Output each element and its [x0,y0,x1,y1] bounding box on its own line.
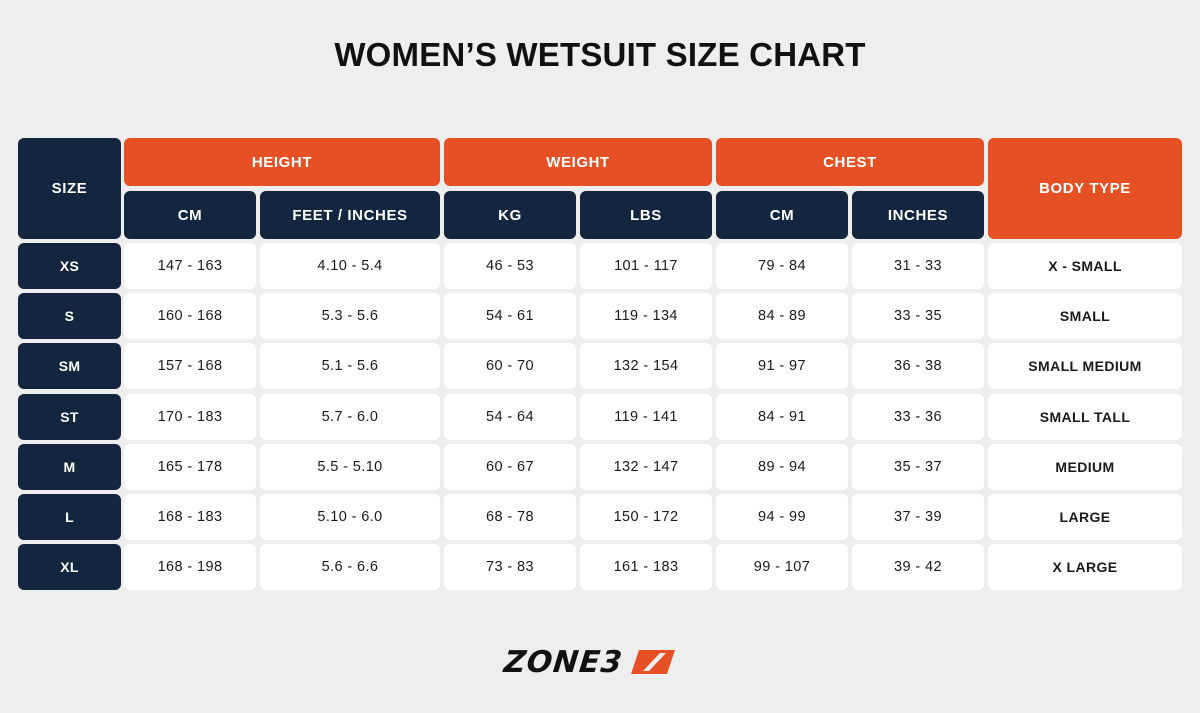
height-feet-inches-cell: 5.5 - 5.10 [260,444,440,490]
height-cm-cell: 147 - 163 [124,243,256,289]
header-size: SIZE [18,138,121,239]
logo-slash-icon [630,650,675,674]
chest-inches-cell: 36 - 38 [852,343,984,389]
chest-cm-cell: 84 - 91 [716,394,848,440]
header-weight: WEIGHT [444,138,712,186]
weight-lbs-cell: 101 - 117 [580,243,712,289]
weight-lbs-cell: 119 - 134 [580,293,712,339]
header-body-type: BODY TYPE [988,138,1182,239]
height-feet-inches-cell: 4.10 - 5.4 [260,243,440,289]
weight-kg-cell: 68 - 78 [444,494,576,540]
height-feet-inches-cell: 5.6 - 6.6 [260,544,440,590]
size-cell: XL [18,544,121,590]
weight-kg-cell: 54 - 64 [444,394,576,440]
chest-inches-cell: 35 - 37 [852,444,984,490]
chest-cm-cell: 91 - 97 [716,343,848,389]
height-cm-cell: 168 - 183 [124,494,256,540]
chest-inches-cell: 39 - 42 [852,544,984,590]
height-feet-inches-cell: 5.3 - 5.6 [260,293,440,339]
height-cm-cell: 160 - 168 [124,293,256,339]
zone3-logo: ZONE3 [502,644,677,680]
chest-cm-cell: 79 - 84 [716,243,848,289]
subheader-height-feet-inches: FEET / INCHES [260,191,440,239]
weight-lbs-cell: 161 - 183 [580,544,712,590]
size-cell: SM [18,343,121,389]
weight-kg-cell: 46 - 53 [444,243,576,289]
height-feet-inches-cell: 5.1 - 5.6 [260,343,440,389]
height-cm-cell: 170 - 183 [124,394,256,440]
chest-cm-cell: 94 - 99 [716,494,848,540]
size-cell: XS [18,243,121,289]
size-cell: L [18,494,121,540]
body-type-cell: X LARGE [988,544,1182,590]
weight-lbs-cell: 150 - 172 [580,494,712,540]
body-type-cell: SMALL [988,293,1182,339]
body-type-cell: SMALL MEDIUM [988,343,1182,389]
weight-kg-cell: 60 - 67 [444,444,576,490]
size-cell: ST [18,394,121,440]
chest-cm-cell: 89 - 94 [716,444,848,490]
subheader-chest-cm: CM [716,191,848,239]
subheader-height-cm: CM [124,191,256,239]
chest-inches-cell: 33 - 36 [852,394,984,440]
height-feet-inches-cell: 5.7 - 6.0 [260,394,440,440]
chest-inches-cell: 37 - 39 [852,494,984,540]
chest-cm-cell: 99 - 107 [716,544,848,590]
weight-kg-cell: 60 - 70 [444,343,576,389]
page-title: WOMEN’S WETSUIT SIZE CHART [334,36,866,73]
chest-inches-cell: 33 - 35 [852,293,984,339]
body-type-cell: LARGE [988,494,1182,540]
height-cm-cell: 157 - 168 [124,343,256,389]
header-chest: CHEST [716,138,984,186]
weight-kg-cell: 54 - 61 [444,293,576,339]
logo-wordmark: ZONE3 [502,644,625,680]
body-type-cell: X - SMALL [988,243,1182,289]
subheader-chest-inches: INCHES [852,191,984,239]
body-type-cell: MEDIUM [988,444,1182,490]
header-height: HEIGHT [124,138,440,186]
chest-inches-cell: 31 - 33 [852,243,984,289]
weight-lbs-cell: 132 - 154 [580,343,712,389]
weight-kg-cell: 73 - 83 [444,544,576,590]
subheader-weight-lbs: LBS [580,191,712,239]
size-cell: M [18,444,121,490]
body-type-cell: SMALL TALL [988,394,1182,440]
height-cm-cell: 165 - 178 [124,444,256,490]
weight-lbs-cell: 132 - 147 [580,444,712,490]
height-feet-inches-cell: 5.10 - 6.0 [260,494,440,540]
subheader-weight-kg: KG [444,191,576,239]
height-cm-cell: 168 - 198 [124,544,256,590]
weight-lbs-cell: 119 - 141 [580,394,712,440]
size-cell: S [18,293,121,339]
chest-cm-cell: 84 - 89 [716,293,848,339]
